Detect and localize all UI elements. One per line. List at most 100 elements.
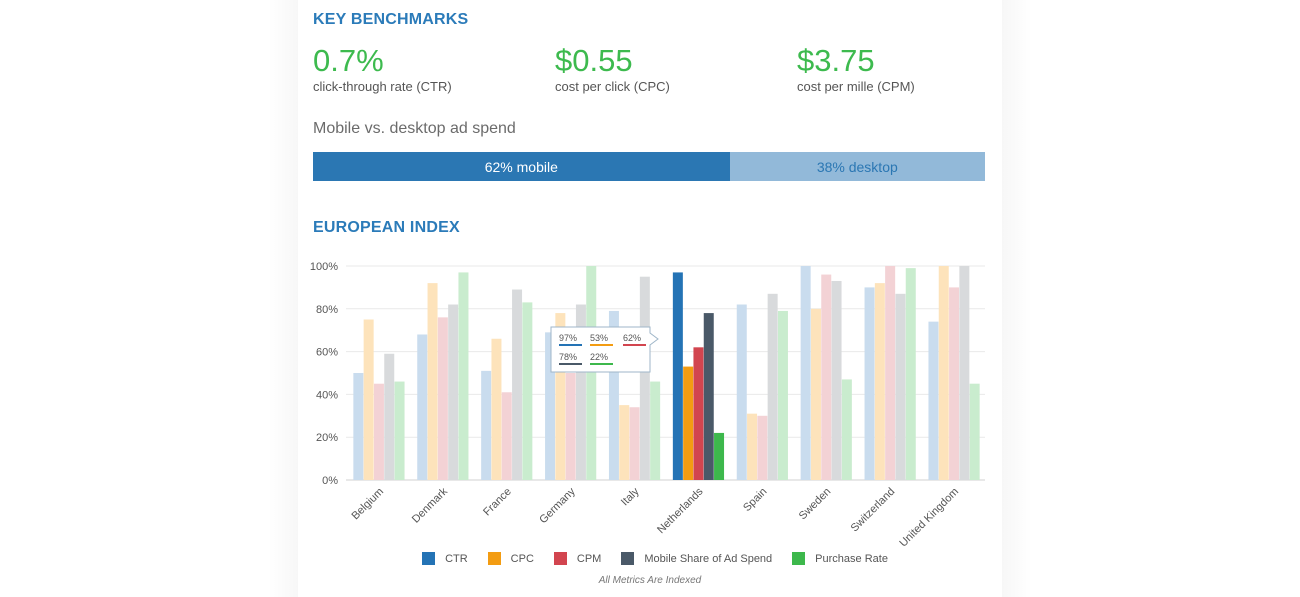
mobile-share-bar: 62% mobile	[313, 152, 730, 181]
bar-netherlands-ctr	[672, 272, 683, 480]
bar-france-cpc	[491, 338, 502, 480]
bar-spain-cpc	[747, 413, 758, 480]
bar-switzerland-ctr	[864, 287, 875, 480]
metric-cpm-value: $3.75	[797, 43, 875, 78]
bar-denmark-cpc	[427, 283, 438, 480]
bar-belgium-mobile-share-of-ad-spend	[384, 353, 395, 480]
x-tick-label: Belgium	[349, 486, 386, 523]
tooltip-box	[550, 326, 659, 373]
bar-france-purchase-rate	[522, 302, 533, 480]
y-tick-label: 40%	[316, 389, 338, 401]
x-tick-label: Denmark	[410, 485, 450, 525]
european-index-title: EUROPEAN INDEX	[313, 219, 460, 236]
bar-belgium-ctr	[353, 373, 364, 480]
x-tick-label: Sweden	[797, 486, 834, 523]
tooltip-value: 53%	[590, 333, 608, 343]
legend-label: Purchase Rate	[815, 552, 888, 565]
bar-united-kingdom-purchase-rate	[969, 383, 980, 480]
metric-cpc-label: cost per click (CPC)	[555, 79, 670, 94]
bar-france-mobile-share-of-ad-spend	[512, 289, 523, 480]
x-tick-label: Germany	[537, 485, 578, 526]
ad-spend-split-bar: 62% mobile 38% desktop	[313, 152, 985, 181]
x-tick-label: United Kingdom	[897, 486, 961, 550]
x-tick-label: France	[481, 486, 514, 519]
metric-cpm-label: cost per mille (CPM)	[797, 79, 915, 94]
bar-united-kingdom-cpc	[938, 266, 949, 480]
chart-note: All Metrics Are Indexed	[598, 575, 702, 586]
bar-united-kingdom-ctr	[928, 321, 939, 480]
bar-sweden-purchase-rate	[841, 379, 852, 480]
bar-denmark-purchase-rate	[458, 272, 469, 480]
bar-italy-ctr	[608, 310, 619, 480]
right-page-shadow	[1002, 0, 1300, 597]
metric-ctr-label: click-through rate (CTR)	[313, 79, 452, 94]
bar-switzerland-cpm	[885, 266, 896, 480]
metric-cpc-value: $0.55	[555, 43, 633, 78]
bar-netherlands-cpc	[683, 366, 694, 480]
legend-swatch	[792, 552, 806, 565]
metric-ctr: 0.7% click-through rate (CTR)	[313, 43, 452, 95]
legend-swatch	[621, 552, 635, 565]
y-tick-label: 100%	[310, 261, 338, 273]
legend-item[interactable]: CPM	[553, 552, 602, 565]
metric-ctr-value: 0.7%	[313, 43, 384, 78]
bar-switzerland-purchase-rate	[905, 268, 916, 480]
bar-united-kingdom-cpm	[949, 287, 960, 480]
bar-sweden-mobile-share-of-ad-spend	[831, 280, 842, 480]
y-tick-label: 80%	[316, 304, 338, 316]
bar-sweden-cpc	[810, 308, 821, 480]
legend-label: Mobile Share of Ad Spend	[644, 552, 773, 565]
tooltip-value: 78%	[559, 352, 577, 362]
legend-label: CPM	[576, 552, 602, 565]
bar-germany-purchase-rate	[586, 266, 597, 480]
y-tick-label: 20%	[316, 432, 338, 444]
bar-belgium-purchase-rate	[394, 381, 405, 480]
left-page-shadow	[0, 0, 298, 597]
bar-sweden-cpm	[821, 274, 832, 480]
bar-spain-cpm	[757, 415, 768, 480]
legend-item[interactable]: CPC	[487, 552, 534, 565]
legend-swatch	[553, 552, 567, 565]
x-tick-label: Switzerland	[849, 486, 898, 535]
legend-item[interactable]: Mobile Share of Ad Spend	[621, 552, 772, 565]
bar-spain-mobile-share-of-ad-spend	[767, 293, 778, 480]
legend-item[interactable]: CTR	[422, 552, 468, 565]
bar-france-cpm	[501, 392, 512, 480]
bar-italy-cpm	[629, 407, 640, 480]
legend-swatch	[422, 552, 436, 565]
bar-germany-cpm	[565, 373, 576, 480]
bar-italy-cpc	[619, 405, 630, 480]
bar-belgium-cpc	[363, 319, 374, 480]
bar-denmark-cpm	[437, 317, 448, 480]
bar-spain-purchase-rate	[777, 310, 788, 480]
ad-spend-title: Mobile vs. desktop ad spend	[313, 120, 516, 137]
x-tick-label: Netherlands	[655, 485, 706, 536]
bar-germany-cpc	[555, 313, 566, 480]
bar-belgium-cpm	[373, 383, 384, 480]
bar-netherlands-mobile-share-of-ad-spend	[703, 313, 714, 480]
bar-netherlands-cpm	[693, 347, 704, 480]
desktop-share-bar: 38% desktop	[729, 152, 985, 181]
bar-germany-ctr	[545, 332, 556, 480]
legend-item[interactable]: Purchase Rate	[792, 552, 888, 565]
bar-spain-ctr	[736, 304, 747, 480]
bar-switzerland-mobile-share-of-ad-spend	[895, 293, 906, 480]
x-tick-label: Spain	[741, 486, 769, 514]
bar-switzerland-cpc	[874, 283, 885, 480]
legend-swatch	[487, 552, 501, 565]
tooltip-value: 97%	[559, 333, 577, 343]
y-tick-label: 60%	[316, 347, 338, 359]
chart-legend: CTR CPC CPM Mobile Share of Ad Spend Purchas…	[0, 552, 1300, 565]
key-benchmarks-title: KEY BENCHMARKS	[313, 11, 469, 28]
legend-label: CTR	[445, 552, 468, 565]
metric-cpm: $3.75 cost per mille (CPM)	[797, 43, 915, 95]
tooltip-value: 22%	[590, 352, 608, 362]
y-tick-label: 0%	[322, 475, 338, 487]
chart-tooltip: 97% 53% 62% 78% 22%	[550, 326, 659, 373]
bar-denmark-mobile-share-of-ad-spend	[448, 304, 459, 480]
x-tick-label: Italy	[619, 485, 642, 508]
bar-italy-mobile-share-of-ad-spend	[639, 276, 650, 480]
bar-united-kingdom-mobile-share-of-ad-spend	[959, 266, 970, 480]
bar-germany-mobile-share-of-ad-spend	[575, 304, 586, 480]
